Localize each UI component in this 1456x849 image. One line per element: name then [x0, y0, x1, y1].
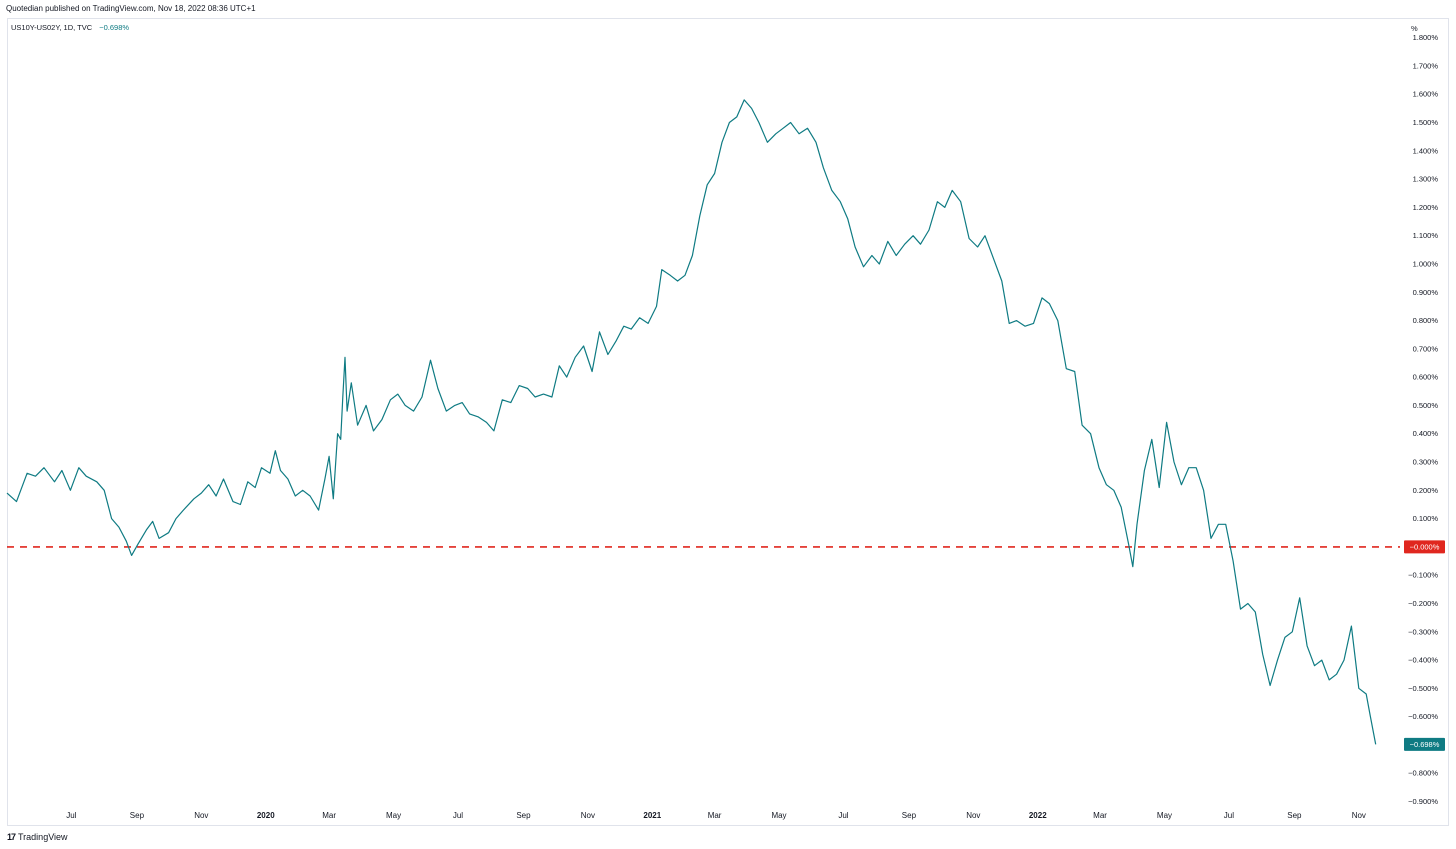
- x-tick-label: Jul: [453, 811, 463, 820]
- y-tick-label: 1.500%: [1413, 118, 1439, 127]
- legend-symbol: US10Y-US02Y, 1D, TVC: [11, 23, 93, 32]
- last-value-badge-label: −0.698%: [1410, 740, 1440, 749]
- x-tick-label: Jul: [838, 811, 848, 820]
- y-tick-label: 1.700%: [1413, 61, 1439, 70]
- zero-line-badge-label: −0.000%: [1410, 543, 1440, 552]
- y-tick-label: 1.600%: [1413, 90, 1439, 99]
- published-by-text: Quotedian published on TradingView.com, …: [6, 4, 256, 13]
- y-axis-unit: %: [1411, 24, 1418, 33]
- y-tick-label: 1.300%: [1413, 175, 1439, 184]
- x-tick-label: Nov: [581, 811, 595, 820]
- zero-line-badge: [1404, 540, 1445, 554]
- x-tick-label: Mar: [1093, 811, 1107, 820]
- x-tick-label: Sep: [1287, 811, 1302, 820]
- y-axis: 1.800% 1.700% 1.600% 1.500% 1.400% 1.300% 1.20…: [1408, 33, 1438, 806]
- x-tick-label: Jul: [66, 811, 76, 820]
- y-tick-label: 0.300%: [1413, 458, 1439, 467]
- legend-last-value: −0.698%: [99, 23, 130, 32]
- x-tick-label: Sep: [902, 811, 917, 820]
- y-tick-label: 1.400%: [1413, 146, 1439, 155]
- price-badges: −0.000% −0.698%: [1404, 540, 1445, 751]
- chart-frame: [7, 18, 1449, 826]
- y-tick-label: 0.200%: [1413, 486, 1439, 495]
- x-tick-label: Mar: [708, 811, 722, 820]
- y-tick-label: −0.300%: [1408, 627, 1438, 636]
- x-tick-label: May: [1157, 811, 1172, 820]
- x-tick-label: 2022: [1029, 811, 1047, 820]
- y-tick-label: 0.500%: [1413, 401, 1439, 410]
- y-tick-label: 0.900%: [1413, 288, 1439, 297]
- y-tick-label: 0.400%: [1413, 429, 1439, 438]
- x-tick-label: Nov: [966, 811, 980, 820]
- y-tick-label: 0.800%: [1413, 316, 1439, 325]
- y-tick-label: 1.100%: [1413, 231, 1439, 240]
- y-tick-label: 1.800%: [1413, 33, 1439, 42]
- tradingview-logo[interactable]: 17 TradingView: [7, 832, 68, 842]
- x-tick-label: Sep: [130, 811, 145, 820]
- x-tick-label: 2020: [257, 811, 275, 820]
- x-axis: Jul Sep Nov 2020 Mar May Jul Sep Nov 2021 Mar May Ju…: [66, 811, 1366, 820]
- y-tick-label: −0.400%: [1408, 656, 1438, 665]
- y-tick-label: 0.700%: [1413, 344, 1439, 353]
- y-tick-label: 0.100%: [1413, 514, 1439, 523]
- x-tick-label: May: [386, 811, 401, 820]
- tradingview-logo-icon: 17: [7, 832, 16, 842]
- last-value-badge: [1404, 737, 1445, 751]
- y-tick-label: −0.900%: [1408, 797, 1438, 806]
- y-tick-label: 0.600%: [1413, 373, 1439, 382]
- x-tick-label: Jul: [1224, 811, 1234, 820]
- x-tick-label: Nov: [194, 811, 208, 820]
- x-tick-label: 2021: [643, 811, 661, 820]
- y-tick-label: −0.800%: [1408, 769, 1438, 778]
- chart-legend: US10Y-US02Y, 1D, TVC −0.698%: [11, 23, 129, 32]
- y-tick-label: −0.200%: [1408, 599, 1438, 608]
- series-line: [6, 99, 1377, 745]
- x-tick-label: Nov: [1352, 811, 1366, 820]
- y-tick-label: 1.200%: [1413, 203, 1439, 212]
- x-tick-label: May: [771, 811, 786, 820]
- tradingview-logo-text: TradingView: [18, 832, 68, 842]
- x-tick-label: Sep: [516, 811, 531, 820]
- y-tick-label: −0.600%: [1408, 712, 1438, 721]
- y-tick-label: 1.000%: [1413, 259, 1439, 268]
- y-tick-label: −0.100%: [1408, 571, 1438, 580]
- x-tick-label: Mar: [322, 811, 336, 820]
- y-tick-label: −0.500%: [1408, 684, 1438, 693]
